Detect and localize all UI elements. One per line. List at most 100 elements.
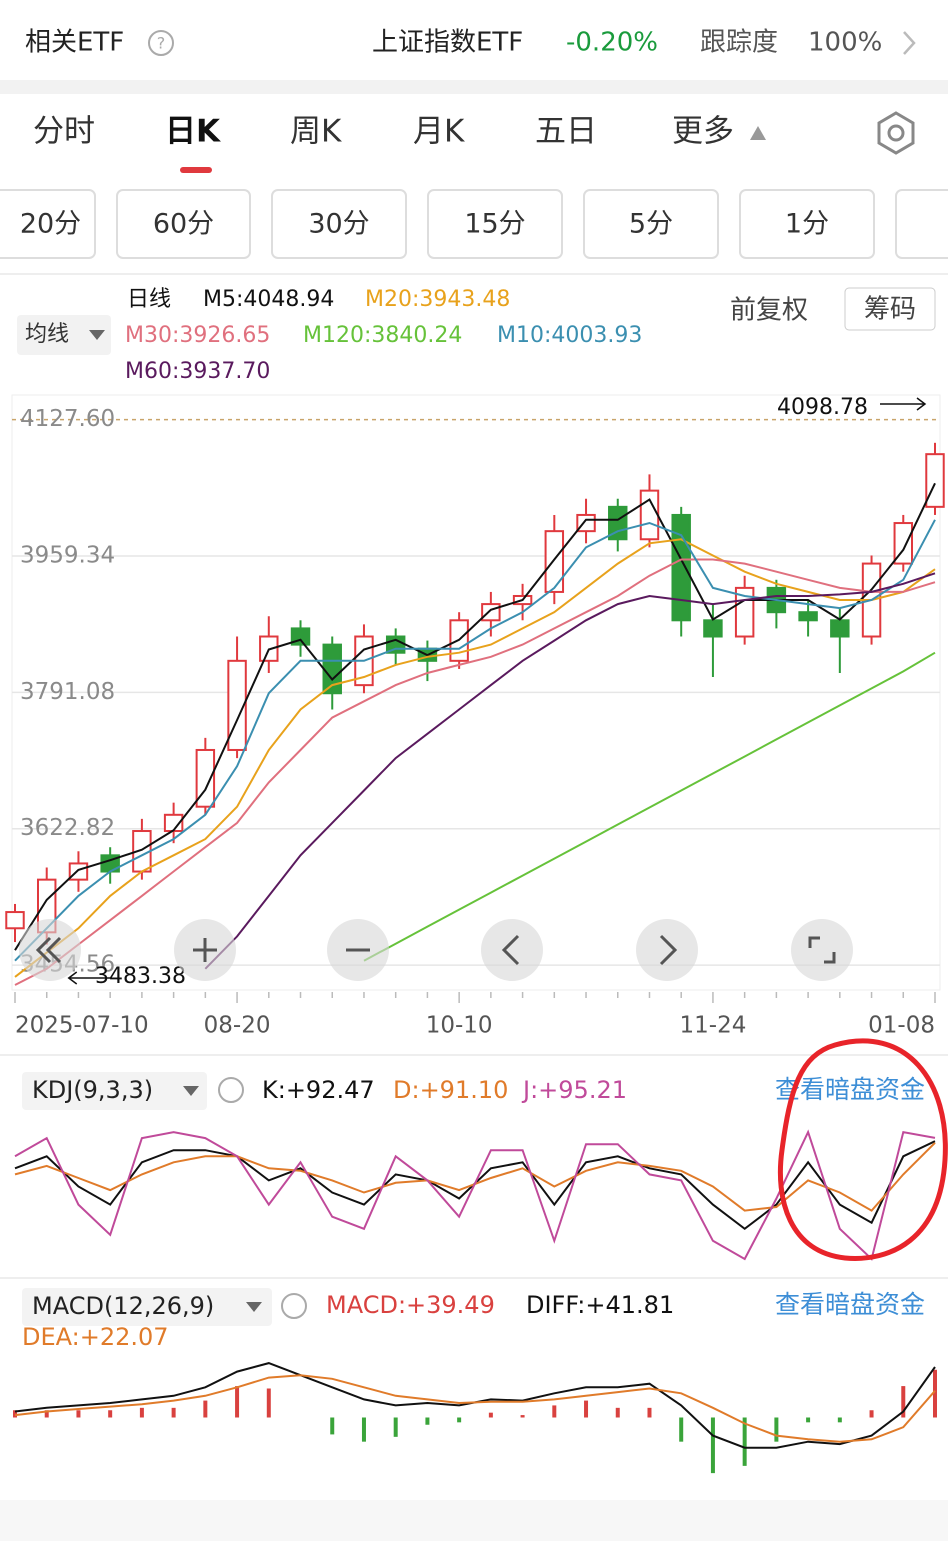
- series-line: [14, 482, 936, 951]
- low-arrow: [67, 971, 112, 985]
- period-label: 15分: [464, 209, 525, 240]
- indicator-legend: DIFF:+41.81: [526, 1291, 674, 1319]
- ma-button-label: 均线: [25, 322, 69, 347]
- x-tick-label: 2025-07-10: [15, 1013, 149, 1039]
- candle-body: [703, 619, 723, 638]
- tab-active[interactable]: 日K: [165, 114, 221, 150]
- indicator-button[interactable]: [22, 1288, 272, 1326]
- etf-name[interactable]: 上证指数ETF: [372, 28, 523, 58]
- low-annotation: 3483.38: [95, 964, 186, 989]
- indicator-legend: J:+95.21: [521, 1076, 627, 1104]
- ma-legend: M60:3937.70: [125, 359, 270, 384]
- indicator-button[interactable]: [22, 1072, 207, 1110]
- help-icon[interactable]: [148, 30, 174, 56]
- etf-change: -0.20%: [566, 28, 658, 58]
- ma-legend: M5:4048.94: [203, 287, 334, 312]
- tab[interactable]: 五日: [535, 114, 597, 150]
- candle-body: [639, 489, 660, 541]
- ma-legend: M120:3840.24: [303, 323, 462, 348]
- period-button[interactable]: [271, 189, 407, 259]
- series-line: [14, 519, 936, 962]
- period-button[interactable]: [427, 189, 563, 259]
- x-tick-label: 01-08: [868, 1013, 935, 1039]
- series-line: [363, 651, 936, 962]
- nav-icon: [501, 934, 520, 966]
- chips-label: 筹码: [864, 295, 916, 325]
- dropdown-arrow: [89, 330, 105, 340]
- x-tick-label: 08-20: [204, 1013, 271, 1039]
- main-chart: 4127.603959.343791.083622.823454.564098.…: [5, 395, 945, 1039]
- separator: [0, 80, 948, 94]
- y-tick-label: 3622.82: [20, 815, 115, 841]
- period-button[interactable]: [739, 189, 875, 259]
- nav-icon: [659, 934, 678, 966]
- period-button[interactable]: [895, 189, 948, 259]
- period-button[interactable]: [116, 189, 251, 259]
- help-icon[interactable]: [218, 1077, 244, 1103]
- period-label: 5分: [629, 209, 673, 240]
- adjust-button[interactable]: 前复权: [730, 296, 808, 326]
- nav-icon: [808, 936, 836, 964]
- period-label: 1分: [785, 209, 829, 240]
- high-arrow: [880, 397, 927, 411]
- nav-button[interactable]: [481, 919, 543, 981]
- y-tick-label: 3959.34: [20, 543, 115, 569]
- hand-drawn-circle: [777, 1038, 948, 1261]
- period-button[interactable]: [0, 189, 96, 259]
- candle-body: [608, 505, 628, 541]
- candle-body: [544, 530, 565, 593]
- kdj-chart: [14, 1129, 936, 1261]
- series-line: [14, 538, 936, 978]
- dropdown-arrow: [183, 1086, 199, 1096]
- y-tick-label: 3791.08: [20, 679, 115, 705]
- ma-legend: M10:4003.93: [497, 323, 642, 348]
- bottom-strip: [0, 1500, 948, 1541]
- series-line: [14, 558, 936, 986]
- candle-body: [68, 862, 89, 881]
- indicator-title: KDJ(9,3,3): [32, 1076, 153, 1104]
- nav-button[interactable]: [636, 919, 698, 981]
- candle-body: [830, 619, 850, 638]
- settings-icon[interactable]: [877, 111, 915, 155]
- nav-button[interactable]: [791, 919, 853, 981]
- period-button[interactable]: [583, 189, 719, 259]
- tab[interactable]: 月K: [413, 114, 465, 150]
- tracking-value: 100%: [808, 28, 882, 58]
- x-tick-label: 10-10: [426, 1013, 493, 1039]
- candle-body: [798, 611, 818, 622]
- period-bar: 20分 60分 30分 15分 5分 1分: [0, 189, 948, 259]
- candle-body: [481, 603, 501, 622]
- tab-arrow: [750, 126, 766, 140]
- series-line: [14, 1362, 936, 1449]
- candle-body: [195, 748, 216, 808]
- indicator-legend: MACD:+39.49: [326, 1291, 495, 1319]
- candle-body: [671, 513, 691, 622]
- macd-chart: [13, 1362, 937, 1474]
- period-label: 20分: [20, 209, 81, 240]
- indicator-legend: D:+91.10: [393, 1076, 508, 1104]
- nav-icon: [193, 938, 217, 962]
- dropdown-arrow: [246, 1302, 262, 1312]
- etf-label: 相关ETF: [25, 28, 124, 58]
- period-label: 30分: [308, 209, 369, 240]
- indicator-title: MACD(12,26,9): [32, 1292, 214, 1320]
- link[interactable]: 查看暗盘资金: [775, 1290, 925, 1319]
- nav-icon: [35, 936, 62, 964]
- ma-button[interactable]: [17, 315, 111, 355]
- help-icon[interactable]: [281, 1293, 307, 1319]
- indicator-legend: K:+92.47: [262, 1076, 375, 1104]
- settings-icon-core: [887, 124, 905, 142]
- tab[interactable]: 分时: [33, 114, 95, 150]
- candle-body: [925, 453, 945, 508]
- ma-legend: M20:3943.48: [365, 287, 510, 312]
- x-tick-label: 11-24: [680, 1013, 747, 1039]
- tab-underline: [180, 167, 212, 173]
- series-line: [14, 1129, 936, 1261]
- chevron[interactable]: [903, 31, 916, 55]
- tab[interactable]: 更多: [672, 114, 734, 150]
- tracking-label: 跟踪度: [700, 28, 778, 58]
- chips-button[interactable]: [844, 287, 936, 331]
- tab[interactable]: 周K: [290, 114, 342, 150]
- high-annotation: 4098.78: [777, 395, 868, 420]
